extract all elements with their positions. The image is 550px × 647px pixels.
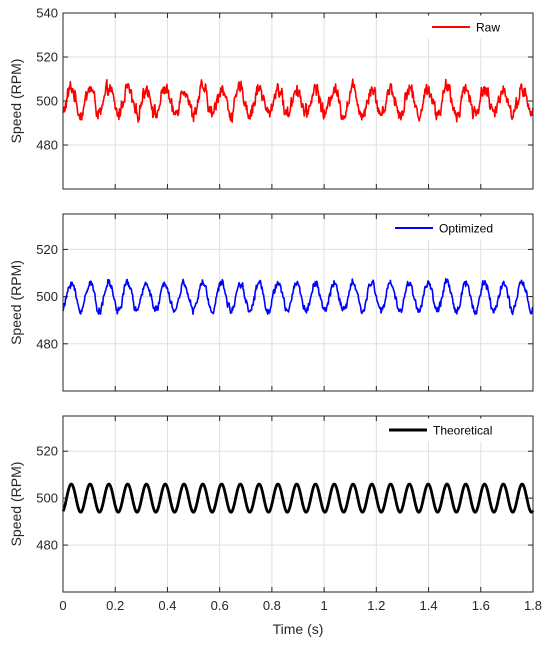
y-tick-label: 500 — [36, 491, 58, 506]
legend: Optimized — [388, 216, 520, 240]
panel-3: 480 500 520 0 0.2 0.4 0.6 0.8 1 1.2 1.4 1.6 1.8 Speed… — [8, 415, 542, 637]
axes-box — [62, 415, 534, 593]
x-tick-label: 1.4 — [420, 598, 438, 613]
x-tick-label: 0.2 — [106, 598, 124, 613]
y-tick-label: 500 — [36, 289, 58, 304]
x-tick-label: 1.8 — [524, 598, 542, 613]
x-tick-label: 1.2 — [367, 598, 385, 613]
y-tick-label: 480 — [36, 538, 58, 553]
y-axis-label: Speed (RPM) — [8, 59, 24, 144]
x-tick-label: 0.8 — [263, 598, 281, 613]
x-tick-label: 0 — [59, 598, 66, 613]
x-tick-label: 1.6 — [472, 598, 490, 613]
series-line-theoretical — [61, 482, 535, 514]
panel-1: 480 500 520 540 Speed (RPM) Raw — [8, 6, 534, 190]
legend-label: Theoretical — [433, 424, 492, 438]
y-tick-label: 520 — [36, 444, 58, 459]
legend-box — [382, 418, 520, 442]
x-axis-label: Time (s) — [273, 621, 324, 637]
y-tick-label: 500 — [36, 94, 58, 109]
legend-label: Raw — [476, 21, 500, 35]
series-line-raw — [62, 78, 534, 123]
y-tick-label: 480 — [36, 138, 58, 153]
y-tick-label: 480 — [36, 336, 58, 351]
y-tick-label: 520 — [36, 242, 58, 257]
x-tick-label: 0.6 — [211, 598, 229, 613]
y-axis-label: Speed (RPM) — [8, 260, 24, 345]
axes-box — [62, 213, 534, 392]
legend-box — [425, 15, 521, 39]
series-line-optimized — [62, 278, 534, 316]
x-tick-label: 0.4 — [158, 598, 176, 613]
y-tick-label: 540 — [36, 6, 58, 21]
y-tick-label: 520 — [36, 50, 58, 65]
x-tick-label: 1 — [320, 598, 327, 613]
panel-2: 480 500 520 Speed (RPM) Optimized — [8, 213, 534, 392]
legend-box — [388, 216, 520, 240]
legend: Raw — [425, 15, 521, 39]
legend: Theoretical — [382, 418, 520, 442]
y-axis-label: Speed (RPM) — [8, 462, 24, 547]
legend-label: Optimized — [439, 222, 493, 236]
